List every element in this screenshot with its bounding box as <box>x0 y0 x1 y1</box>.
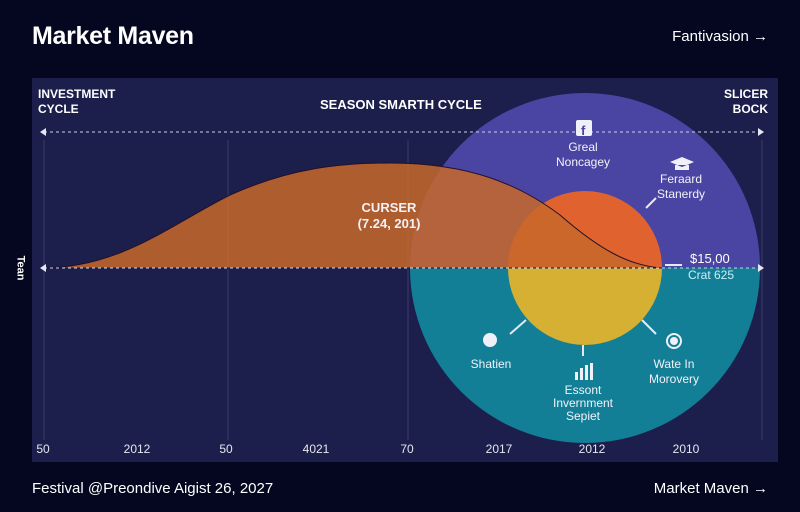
bar-chart-icon <box>575 363 593 380</box>
target-icon <box>666 333 682 349</box>
cost-label: Crat 625 <box>688 268 735 282</box>
x-tick: 50 <box>219 442 233 456</box>
svg-text:f: f <box>581 123 586 138</box>
curve-label: CURSER (7.24, 201) <box>357 200 421 231</box>
x-tick: 2012 <box>578 442 606 456</box>
connectors <box>509 197 682 356</box>
chart-title: SEASON SMARTH CYCLE <box>320 97 482 112</box>
x-tick: 50 <box>36 442 50 456</box>
node-essont: Essont Invernment Sepiet <box>552 383 614 423</box>
x-tick: 2012 <box>123 442 151 456</box>
x-tick: 70 <box>400 442 414 456</box>
x-tick: 2017 <box>485 442 513 456</box>
graduation-cap-icon <box>670 157 694 170</box>
wave-area <box>41 162 663 269</box>
node-feraard: Feraard Stanerdy <box>656 172 706 201</box>
top-link[interactable]: Fantivasion → <box>672 28 768 45</box>
facebook-icon <box>576 120 592 136</box>
price-label: $15,00 <box>690 251 730 266</box>
circle-badge-icon <box>483 333 497 347</box>
y-axis-label: Tean <box>14 255 27 281</box>
x-tick: 4021 <box>302 442 330 456</box>
node-wate-in: Wate In Morovery <box>648 357 700 386</box>
footer-text: Festival @Preondive Aigist 26, 2027 <box>32 480 274 497</box>
x-tick: 2010 <box>672 442 700 456</box>
node-greal: Greal Noncagey <box>555 140 611 169</box>
app-title: Market Maven <box>32 22 194 50</box>
corner-left-label: INVESTMENT CYCLE <box>38 87 116 116</box>
corner-right-label: SLICER BOCK <box>723 87 768 116</box>
node-shatien: Shatien <box>470 357 512 371</box>
footer-link[interactable]: Market Maven → <box>653 480 768 497</box>
inner-circle-bottom <box>508 268 662 345</box>
outer-circle-bottom <box>410 268 760 443</box>
